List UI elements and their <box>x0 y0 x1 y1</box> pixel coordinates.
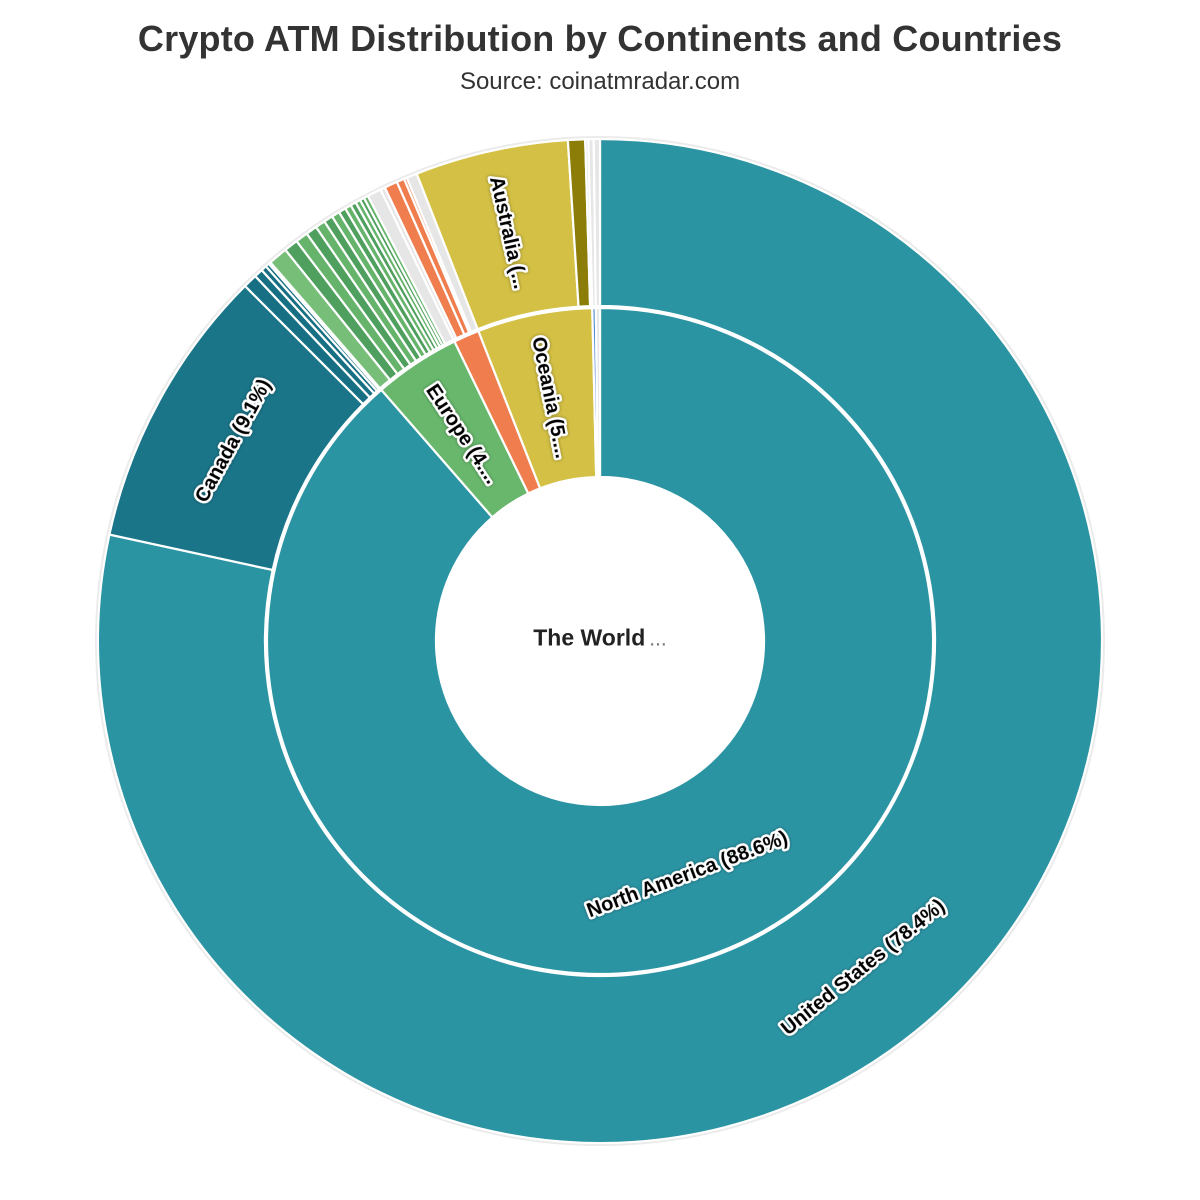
slice-united-states[interactable] <box>96 137 1104 1145</box>
slice-north-america[interactable] <box>265 306 935 976</box>
center-label-ellipsis: ... <box>649 627 667 651</box>
center-label-text: The World <box>533 624 646 651</box>
chart-subtitle: Source: coinatmradar.com <box>459 68 741 95</box>
slice-africa-countries[interactable] <box>592 137 602 308</box>
slice-africa[interactable] <box>594 306 602 479</box>
chart-title: Crypto ATM Distribution by Continents an… <box>137 18 1063 59</box>
chart-outer-rim <box>95 136 1105 1146</box>
center-label[interactable]: The World... <box>533 625 667 652</box>
